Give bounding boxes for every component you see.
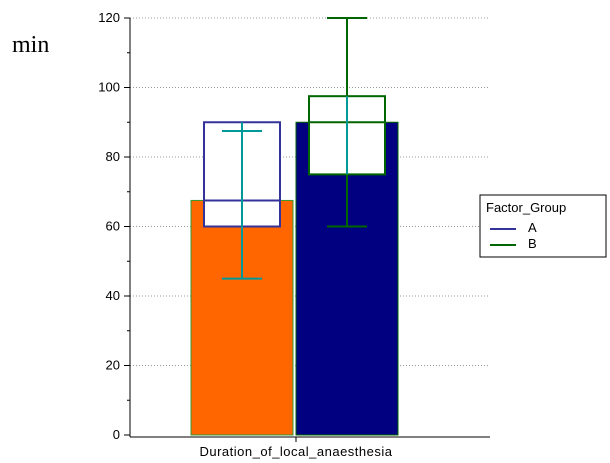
legend: Factor_Group A B	[479, 194, 607, 258]
legend-label-b: B	[528, 236, 537, 251]
y-tick-label: 120	[98, 10, 120, 25]
y-tick-label: 100	[98, 80, 120, 95]
legend-title: Factor_Group	[486, 200, 566, 215]
y-tick-label: 20	[106, 358, 120, 373]
y-tick-label: 80	[106, 149, 120, 164]
y-axis-unit-label: min	[12, 32, 49, 58]
y-tick-label: 60	[106, 219, 120, 234]
legend-box	[479, 194, 607, 258]
x-axis-label: Duration_of_local_anaesthesia	[199, 444, 392, 459]
box-plots	[203, 17, 386, 280]
y-tick-label: 40	[106, 288, 120, 303]
y-tick-label: 0	[113, 427, 120, 442]
y-axis: 0 20 40 60 80 100 120	[98, 10, 131, 442]
legend-label-a: A	[528, 220, 537, 235]
